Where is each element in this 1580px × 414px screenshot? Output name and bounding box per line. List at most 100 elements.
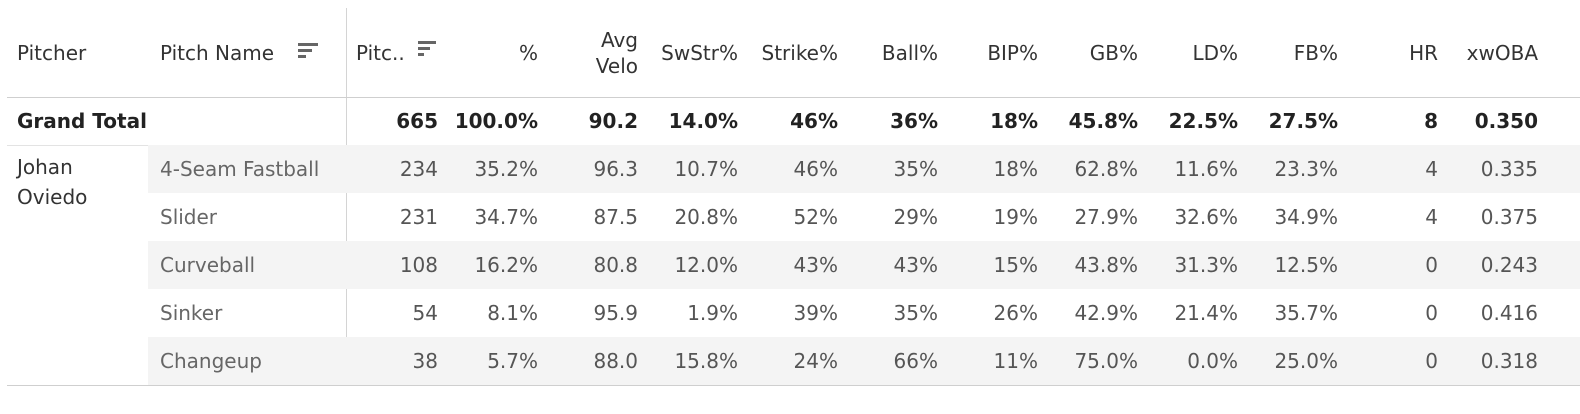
column-header[interactable]: Ball%: [881, 41, 938, 65]
pitch-name-label[interactable]: Sinker: [160, 301, 223, 325]
pitch-name-label[interactable]: 4-Seam Fastball: [160, 157, 320, 181]
column-header-pitch-name[interactable]: Pitch Name: [160, 41, 275, 65]
table-cell: 88.0: [593, 349, 638, 373]
table-cell: 0.350: [1474, 109, 1538, 133]
column-header-avg-velo[interactable]: Avg Velo: [595, 28, 638, 78]
row-band: [148, 145, 1580, 193]
table-cell: 95.9: [593, 301, 638, 325]
table-cell: 14.0%: [668, 109, 738, 133]
table-cell: 32.6%: [1174, 205, 1238, 229]
table-cell: 96.3: [593, 157, 638, 181]
table-cell: 12.5%: [1274, 253, 1338, 277]
pitch-name-label[interactable]: Slider: [160, 205, 218, 229]
header-divider: [7, 97, 1580, 98]
table-cell: 39%: [793, 301, 838, 325]
column-header[interactable]: GB%: [1089, 41, 1138, 65]
table-cell: 4: [1425, 157, 1438, 181]
table-bottom-border: [7, 385, 1580, 386]
table-cell: 35.2%: [474, 157, 538, 181]
table-cell: 43%: [793, 253, 838, 277]
table-cell: 0.335: [1480, 157, 1538, 181]
table-cell: 90.2: [588, 109, 638, 133]
pitch-name-label[interactable]: Changeup: [160, 349, 262, 373]
table-cell: 0.0%: [1187, 349, 1238, 373]
pitch-name-label[interactable]: Curveball: [160, 253, 256, 277]
table-cell: 22.5%: [1168, 109, 1238, 133]
row-band: [148, 241, 1580, 289]
table-cell: 8.1%: [487, 301, 538, 325]
table-cell: 231: [399, 205, 438, 229]
table-cell: 100.0%: [454, 109, 538, 133]
column-header[interactable]: Pitc..: [356, 41, 405, 65]
table-cell: 15.8%: [674, 349, 738, 373]
table-cell: 19%: [993, 205, 1038, 229]
table-cell: 108: [399, 253, 438, 277]
column-header[interactable]: Strike%: [761, 41, 839, 65]
table-cell: 5.7%: [487, 349, 538, 373]
table-cell: 0: [1425, 253, 1438, 277]
table-cell: 38: [412, 349, 438, 373]
column-header[interactable]: HR: [1409, 41, 1438, 65]
table-cell: 31.3%: [1174, 253, 1238, 277]
table-cell: 42.9%: [1074, 301, 1138, 325]
table-cell: 62.8%: [1074, 157, 1138, 181]
column-header[interactable]: xwOBA: [1466, 41, 1538, 65]
table-cell: 35%: [893, 157, 938, 181]
table-cell: 27.9%: [1074, 205, 1138, 229]
table-cell: 29%: [893, 205, 938, 229]
table-cell: 0.243: [1480, 253, 1538, 277]
table-cell: 0.375: [1480, 205, 1538, 229]
table-cell: 36%: [890, 109, 938, 133]
table-cell: 21.4%: [1174, 301, 1238, 325]
table-cell: 75.0%: [1074, 349, 1138, 373]
table-cell: 46%: [790, 109, 838, 133]
table-cell: 0.318: [1480, 349, 1538, 373]
table-cell: 54: [412, 301, 438, 325]
table-cell: 34.7%: [474, 205, 538, 229]
table-cell: 66%: [893, 349, 938, 373]
table-cell: 16.2%: [474, 253, 538, 277]
table-cell: 35.7%: [1274, 301, 1338, 325]
table-cell: 25.0%: [1274, 349, 1338, 373]
column-header-pitcher[interactable]: Pitcher: [17, 41, 87, 65]
table-cell: 0.416: [1480, 301, 1538, 325]
table-cell: 20.8%: [674, 205, 738, 229]
table-cell: 87.5: [593, 205, 638, 229]
sort-descending-icon[interactable]: [418, 41, 438, 57]
table-cell: 234: [399, 157, 438, 181]
table-cell: 18%: [990, 109, 1038, 133]
table-cell: 24%: [793, 349, 838, 373]
table-cell: 35%: [893, 301, 938, 325]
column-header[interactable]: SwStr%: [661, 41, 738, 65]
table-cell: 12.0%: [674, 253, 738, 277]
sort-descending-icon[interactable]: [298, 43, 318, 59]
table-cell: 43.8%: [1074, 253, 1138, 277]
row-band: [148, 337, 1580, 385]
table-cell: 27.5%: [1268, 109, 1338, 133]
table-cell: 11%: [993, 349, 1038, 373]
table-cell: 23.3%: [1274, 157, 1338, 181]
table-cell: 4: [1425, 205, 1438, 229]
table-cell: 8: [1424, 109, 1438, 133]
table-cell: 1.9%: [687, 301, 738, 325]
table-cell: 80.8: [593, 253, 638, 277]
column-header[interactable]: %: [518, 41, 538, 65]
pitcher-label[interactable]: Johan Oviedo: [17, 155, 88, 209]
table-cell: 11.6%: [1174, 157, 1238, 181]
table-cell: 18%: [993, 157, 1038, 181]
grand-total-label: Grand Total: [17, 109, 147, 133]
table-cell: 0: [1425, 301, 1438, 325]
table-cell: 46%: [793, 157, 838, 181]
column-header[interactable]: LD%: [1192, 41, 1238, 65]
table-cell: 45.8%: [1068, 109, 1138, 133]
table-cell: 10.7%: [674, 157, 738, 181]
column-header[interactable]: FB%: [1293, 41, 1338, 65]
column-header[interactable]: BIP%: [987, 41, 1038, 65]
table-cell: 15%: [993, 253, 1038, 277]
table-cell: 0: [1425, 349, 1438, 373]
table-cell: 665: [396, 109, 438, 133]
table-cell: 26%: [993, 301, 1038, 325]
table-cell: 52%: [793, 205, 838, 229]
row-header-divider: [346, 8, 347, 386]
